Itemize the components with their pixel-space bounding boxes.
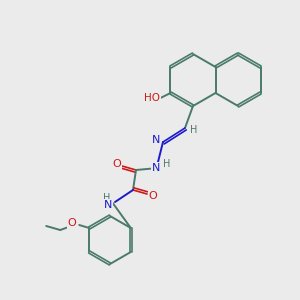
Text: H: H: [103, 193, 111, 203]
Text: N: N: [152, 135, 160, 145]
Text: H: H: [190, 125, 198, 135]
Text: H: H: [163, 159, 171, 169]
Text: N: N: [152, 163, 160, 173]
Text: O: O: [68, 218, 76, 228]
Text: N: N: [103, 200, 112, 210]
Text: O: O: [148, 191, 158, 201]
Text: O: O: [112, 159, 122, 169]
Text: HO: HO: [145, 93, 160, 103]
